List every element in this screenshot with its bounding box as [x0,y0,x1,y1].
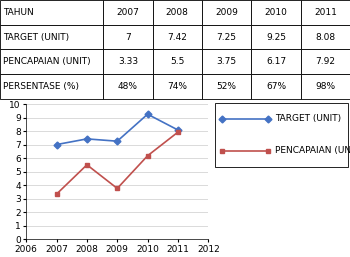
Text: 2010: 2010 [265,8,287,17]
Text: 3.33: 3.33 [118,57,138,66]
Bar [153,0,202,25]
Text: TAHUN: TAHUN [3,8,34,17]
Text: TARGET (UNIT): TARGET (UNIT) [275,114,341,123]
Bar [251,50,301,74]
Text: 98%: 98% [315,82,335,91]
Bar [251,25,301,49]
Text: 2007: 2007 [117,8,139,17]
Bar [0,74,103,99]
TARGET (UNIT) [55,143,59,146]
Bar [202,50,251,74]
TARGET (UNIT) [115,140,119,143]
Bar [202,74,251,99]
Text: 8.08: 8.08 [315,33,335,42]
Text: 9.25: 9.25 [266,33,286,42]
Text: 3.75: 3.75 [217,57,237,66]
Bar [0,50,103,74]
PENCAPAIAN (UNIT) [115,187,119,190]
Bar [153,74,202,99]
Text: 2008: 2008 [166,8,189,17]
Text: 6.17: 6.17 [266,57,286,66]
Bar [202,0,251,25]
Text: 7.25: 7.25 [217,33,237,42]
PENCAPAIAN (UNIT) [85,163,89,166]
Text: 74%: 74% [167,82,187,91]
Bar [103,50,153,74]
Text: 7: 7 [125,33,131,42]
Line: TARGET (UNIT): TARGET (UNIT) [54,112,180,147]
TARGET (UNIT) [146,113,150,116]
TARGET (UNIT) [85,137,89,140]
Bar [0,0,103,25]
Text: PENCAPAIAN (UNIT): PENCAPAIAN (UNIT) [275,146,350,155]
Bar [153,25,202,49]
Bar [103,0,153,25]
Text: 2009: 2009 [215,8,238,17]
Text: 67%: 67% [266,82,286,91]
Bar [301,25,350,49]
Bar [301,0,350,25]
Line: PENCAPAIAN (UNIT): PENCAPAIAN (UNIT) [54,130,180,197]
Text: 7.92: 7.92 [315,57,335,66]
PENCAPAIAN (UNIT) [176,131,180,134]
Bar [301,50,350,74]
Text: 2011: 2011 [314,8,337,17]
Text: TARGET (UNIT): TARGET (UNIT) [3,33,69,42]
Text: 5.5: 5.5 [170,57,184,66]
TARGET (UNIT) [176,128,180,132]
Bar [0,25,103,49]
Text: 48%: 48% [118,82,138,91]
PENCAPAIAN (UNIT) [55,192,59,196]
Bar [251,74,301,99]
Bar [202,25,251,49]
Bar [103,25,153,49]
Bar [153,50,202,74]
Text: 52%: 52% [217,82,237,91]
Bar [251,0,301,25]
Text: 7.42: 7.42 [167,33,187,42]
Text: PENCAPAIAN (UNIT): PENCAPAIAN (UNIT) [3,57,90,66]
Bar [301,74,350,99]
Text: PERSENTASE (%): PERSENTASE (%) [3,82,79,91]
PENCAPAIAN (UNIT) [146,154,150,157]
Bar [103,74,153,99]
